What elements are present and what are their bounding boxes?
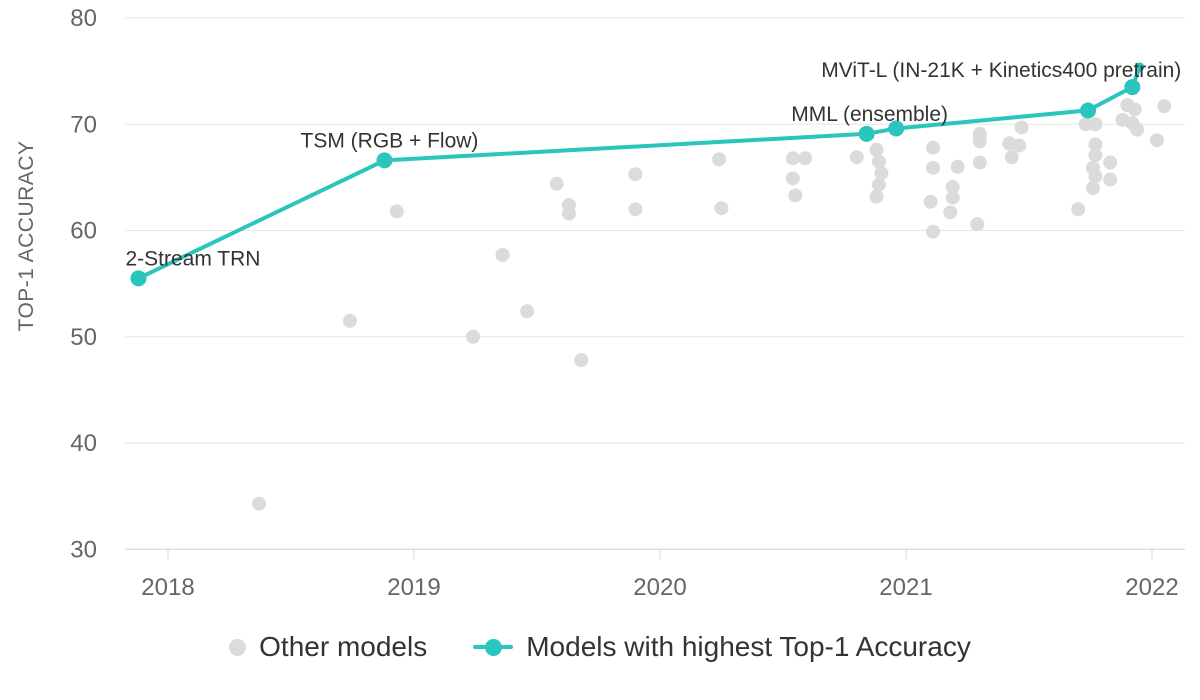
scatter-point: [1012, 138, 1027, 153]
y-tick-label: 70: [70, 111, 97, 138]
scatter-point: [574, 353, 589, 368]
scatter-point: [520, 304, 535, 319]
scatter-point: [943, 205, 958, 220]
scatter-point: [1085, 181, 1100, 196]
scatter-point: [970, 217, 985, 232]
scatter-point: [798, 151, 813, 166]
scatter-point: [849, 150, 864, 165]
scatter-point: [549, 176, 564, 191]
scatter-point: [923, 194, 938, 209]
scatter-point: [343, 313, 358, 328]
scatter-point: [389, 204, 404, 219]
scatter-point: [1130, 122, 1145, 137]
scatter-point: [1088, 137, 1103, 152]
line-point: [858, 125, 875, 142]
annotation-label: TSM (RGB + Flow): [301, 129, 479, 152]
scatter-point: [972, 134, 987, 149]
scatter-point: [1103, 155, 1118, 170]
scatter-point: [874, 166, 889, 181]
scatter-point: [628, 167, 643, 182]
scatter-point: [926, 224, 941, 239]
scatter-point: [871, 177, 886, 192]
scatter-point: [1088, 169, 1103, 184]
annotation-label: MViT-L (IN-21K + Kinetics400 pretrain): [821, 59, 1181, 82]
scatter-point: [466, 329, 481, 344]
gridlines: [125, 17, 1185, 550]
scatter-marker-icon: [229, 638, 247, 656]
scatter-point: [1014, 120, 1029, 135]
scatter-point: [950, 159, 965, 174]
scatter-point: [945, 179, 960, 194]
scatter-point: [785, 171, 800, 186]
line-series-highest-accuracy: [130, 62, 1145, 287]
scatter-point: [495, 247, 510, 262]
x-axis: 2018 2019 2020 2021 2022: [125, 548, 1185, 601]
scatter-point: [1157, 99, 1172, 114]
scatter-point: [945, 190, 960, 205]
point-annotations: 2-Stream TRN TSM (RGB + Flow) MML (ensembl…: [125, 59, 1181, 270]
scatter-point: [972, 155, 987, 170]
y-tick-label: 60: [70, 218, 97, 245]
scatter-point: [869, 142, 884, 157]
scatter-point: [1149, 133, 1164, 148]
y-tick-label: 80: [70, 5, 97, 32]
line-point: [1080, 102, 1097, 119]
line-point: [1135, 62, 1145, 72]
scatter-point: [252, 496, 267, 511]
scatter-point: [628, 202, 643, 217]
x-tick-label: 2021: [879, 574, 932, 601]
scatter-point: [1088, 148, 1103, 163]
scatter-point: [561, 206, 576, 221]
annotation-label: MML (ensemble): [791, 103, 948, 126]
legend-item-other-models[interactable]: Other models: [229, 631, 427, 663]
legend-item-highest-accuracy[interactable]: Models with highest Top-1 Accuracy: [473, 631, 971, 663]
y-tick-label: 50: [70, 324, 97, 351]
x-tick-label: 2020: [633, 574, 686, 601]
line-point: [1124, 79, 1141, 96]
legend-label-other-models: Other models: [259, 631, 428, 662]
line-point: [130, 270, 147, 287]
scatter-point: [926, 160, 941, 175]
x-tick-label: 2019: [387, 574, 440, 601]
scatter-point: [1071, 202, 1086, 217]
annotation-label: 2-Stream TRN: [125, 247, 260, 270]
scatter-point: [1004, 150, 1019, 165]
x-tick-label: 2018: [141, 574, 194, 601]
y-tick-label: 40: [70, 430, 97, 457]
scatter-point: [785, 151, 800, 166]
y-axis-title: TOP-1 ACCURACY: [15, 141, 38, 332]
scatter-point: [714, 201, 729, 216]
scatter-point: [1078, 117, 1093, 132]
y-tick-label: 30: [70, 536, 97, 563]
scatter-point: [926, 140, 941, 155]
scatter-point: [869, 189, 884, 204]
scatter-series-other-models: [252, 98, 1172, 511]
legend: Other models Models with highest Top-1 A…: [0, 628, 1200, 666]
x-tick-label: 2022: [1125, 574, 1178, 601]
line-point: [888, 120, 905, 137]
scatter-point: [1088, 117, 1103, 132]
y-axis-labels: 30 40 50 60 70 80: [70, 5, 97, 563]
scatter-point: [1127, 102, 1142, 117]
legend-label-highest-accuracy: Models with highest Top-1 Accuracy: [526, 631, 971, 662]
scatter-point: [1103, 172, 1118, 187]
line-marker-icon: [473, 638, 514, 656]
scatter-point: [788, 188, 803, 203]
scatter-point: [871, 154, 886, 169]
line-point: [376, 152, 393, 169]
scatter-point: [712, 152, 727, 167]
